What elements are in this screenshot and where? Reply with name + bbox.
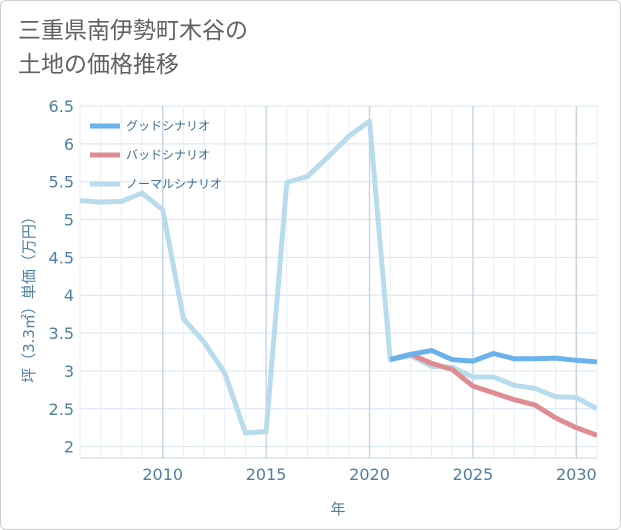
x-tick-label: 2025 (453, 465, 494, 484)
y-tick-label: 4 (64, 286, 74, 305)
series-lines (80, 118, 597, 438)
series-line-2 (80, 118, 597, 436)
y-tick-label: 4.5 (49, 248, 74, 267)
chart-title-line-2: 土地の価格推移 (18, 52, 179, 78)
x-axis-label: 年 (330, 500, 345, 518)
legend-label: バッドシナリオ (126, 148, 210, 162)
legend-label: ノーマルシナリオ (126, 177, 222, 191)
y-tick-label: 3 (64, 362, 74, 381)
series-line-1 (389, 351, 597, 438)
y-tick-label: 5 (64, 211, 74, 230)
y-tick-label: 6.5 (49, 97, 74, 116)
y-axis-label: 坪（3.3㎡）単価（万円） (20, 209, 38, 383)
x-tick-label: 2015 (246, 465, 287, 484)
x-tick-label: 2030 (556, 465, 597, 484)
x-tick-label: 2020 (349, 465, 390, 484)
chart-title: 三重県南伊勢町木谷の 土地の価格推移 (18, 14, 248, 82)
y-tick-label: 5.5 (49, 173, 74, 192)
tick-labels: 2 2.5 3 3.5 4 4.5 5 5.5 6 6.5 2010 2015 2020 2025 2030 (49, 97, 597, 484)
x-tick-label: 2010 (142, 465, 183, 484)
y-tick-label: 2.5 (49, 400, 74, 419)
y-tick-label: 3.5 (49, 324, 74, 343)
chart-title-line-1: 三重県南伊勢町木谷の (18, 18, 248, 44)
grid-lines (79, 105, 598, 458)
y-tick-label: 2 (64, 438, 74, 457)
series-line-0 (389, 348, 597, 365)
y-tick-label: 6 (64, 135, 74, 154)
legend-label: グッドシナリオ (126, 119, 210, 133)
